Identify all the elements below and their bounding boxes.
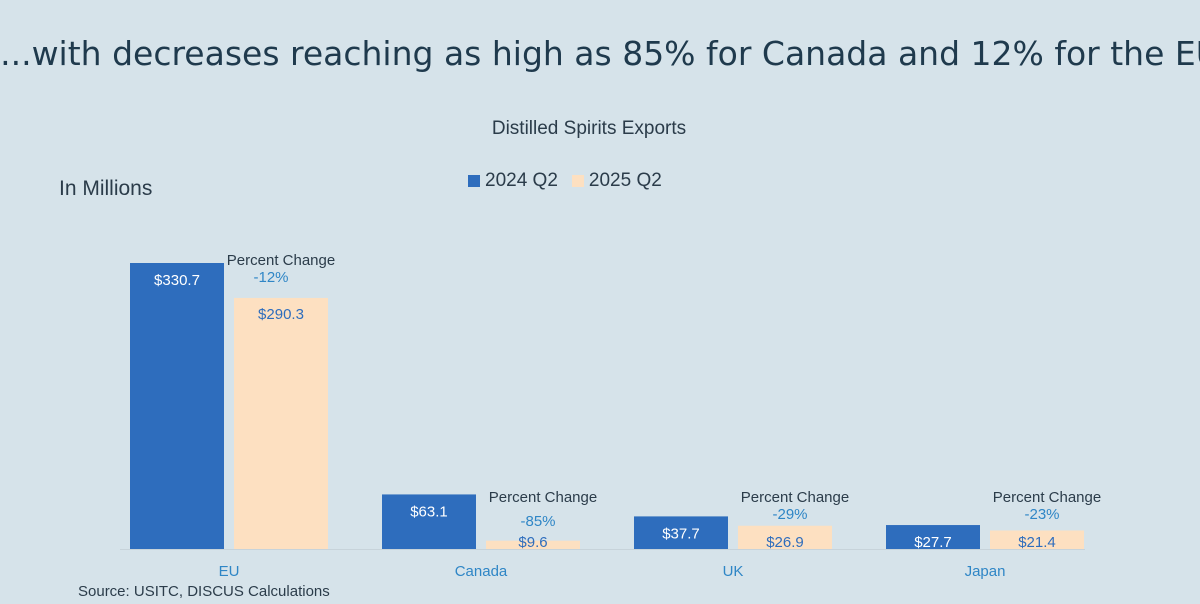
bar-2024-japan (886, 525, 980, 549)
bar-2024-canada (382, 494, 476, 549)
bar-label-2025-canada: $9.6 (518, 534, 547, 551)
percent-change-value-uk: -29% (772, 506, 807, 523)
legend-swatch-2024 (468, 175, 480, 187)
bar-label-2024-japan: $27.7 (914, 534, 952, 551)
source-note: Source: USITC, DISCUS Calculations (78, 583, 330, 600)
legend-item-2025: 2025 Q2 (571, 170, 662, 192)
percent-change-value-canada: -85% (520, 513, 555, 530)
category-label-japan: Japan (965, 563, 1006, 580)
bar-label-2024-eu: $330.7 (154, 272, 200, 289)
chart-title: Distilled Spirits Exports (491, 118, 687, 139)
slide-title: ...with decreases reaching as high as 85… (0, 34, 1200, 73)
bar-2025-eu (234, 297, 328, 549)
bar-label-2025-japan: $21.4 (1018, 534, 1056, 551)
percent-change-value-eu: -12% (253, 269, 288, 286)
percent-change-label-canada: Percent Change (489, 489, 597, 506)
bar-2024-eu (130, 263, 224, 549)
legend-swatch-2025 (571, 175, 584, 187)
percent-change-label-eu: Percent Change (227, 252, 335, 269)
chart-legend: 2024 Q2 2025 Q2 (468, 170, 676, 192)
bar-2025-canada (486, 540, 580, 549)
percent-change-label-japan: Percent Change (993, 489, 1101, 506)
bar-2025-japan (990, 530, 1084, 549)
percent-change-label-uk: Percent Change (741, 489, 849, 506)
bar-2024-uk (634, 516, 728, 549)
bar-label-2024-uk: $37.7 (662, 525, 700, 542)
bar-label-2025-eu: $290.3 (258, 306, 304, 323)
legend-label-2024: 2024 Q2 (485, 170, 558, 191)
bar-label-2025-uk: $26.9 (766, 534, 804, 551)
percent-change-value-japan: -23% (1024, 506, 1059, 523)
unit-label: In Millions (59, 177, 153, 200)
bar-2025-uk (738, 525, 832, 549)
category-label-eu: EU (219, 563, 240, 580)
legend-label-2025: 2025 Q2 (588, 170, 662, 191)
legend-item-2024: 2024 Q2 (468, 170, 558, 192)
category-label-canada: Canada (455, 563, 508, 580)
bar-label-2024-canada: $63.1 (410, 503, 448, 520)
category-label-uk: UK (723, 563, 744, 580)
